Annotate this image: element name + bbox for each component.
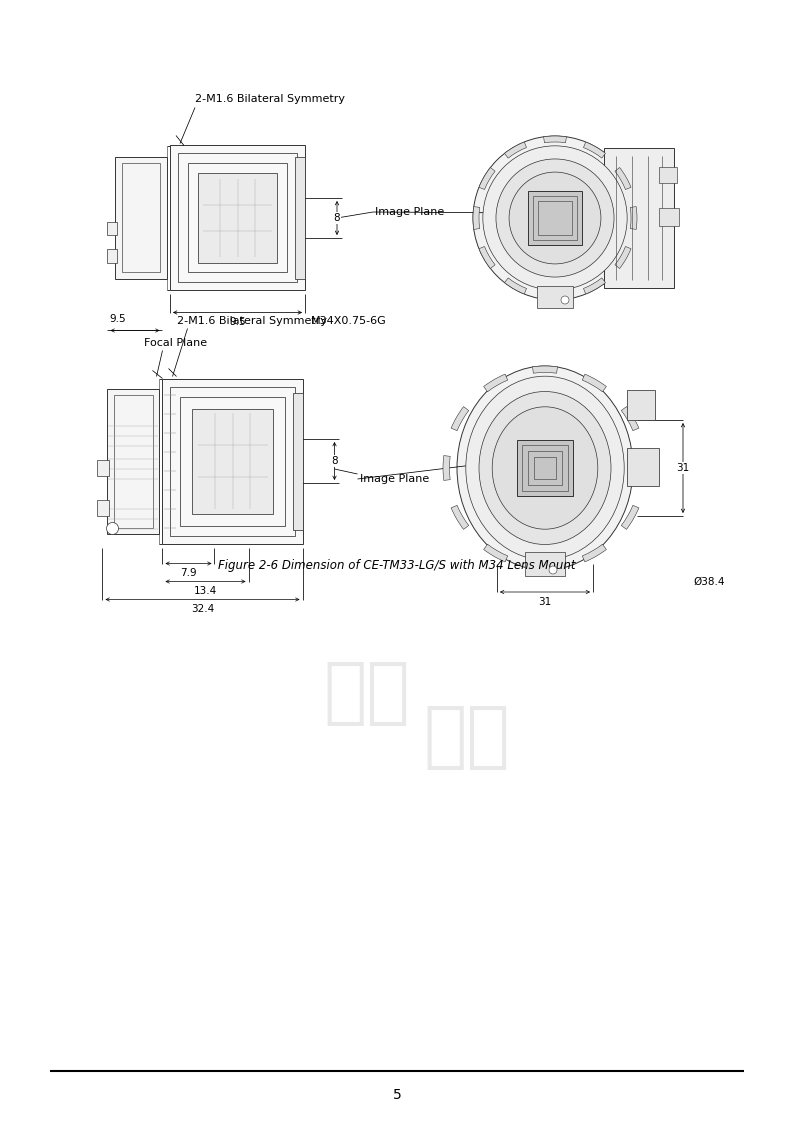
Text: Ø38.4: Ø38.4 bbox=[693, 577, 724, 587]
Bar bbox=[98, 501, 110, 515]
Circle shape bbox=[561, 296, 569, 304]
Wedge shape bbox=[621, 505, 639, 529]
Text: 31: 31 bbox=[676, 463, 690, 473]
Text: 13.4: 13.4 bbox=[194, 585, 217, 595]
Bar bbox=[537, 286, 573, 308]
Bar bbox=[180, 396, 284, 526]
Text: M34X0.75-6G: M34X0.75-6G bbox=[310, 317, 386, 327]
Wedge shape bbox=[544, 136, 566, 143]
Wedge shape bbox=[584, 141, 606, 158]
Circle shape bbox=[473, 136, 637, 300]
Ellipse shape bbox=[492, 407, 598, 529]
Wedge shape bbox=[473, 207, 480, 229]
Wedge shape bbox=[479, 246, 495, 268]
Wedge shape bbox=[504, 141, 526, 158]
Text: 非常: 非常 bbox=[324, 658, 410, 728]
Wedge shape bbox=[533, 563, 557, 570]
Text: Figure 2-6 Dimension of CE-TM33-LG/S with M34 Lens Mount: Figure 2-6 Dimension of CE-TM33-LG/S wit… bbox=[218, 558, 576, 572]
Bar bbox=[517, 440, 573, 496]
Wedge shape bbox=[484, 545, 507, 562]
Wedge shape bbox=[479, 167, 495, 190]
Text: 2-M1.6 Bilateral Symmetry: 2-M1.6 Bilateral Symmetry bbox=[178, 317, 327, 327]
Bar bbox=[198, 173, 277, 263]
Wedge shape bbox=[582, 374, 607, 392]
Bar bbox=[114, 394, 152, 528]
Text: 8: 8 bbox=[333, 213, 341, 223]
Bar bbox=[538, 201, 572, 235]
Text: 易买: 易买 bbox=[424, 703, 511, 773]
Circle shape bbox=[549, 566, 557, 574]
Wedge shape bbox=[504, 277, 526, 294]
Circle shape bbox=[509, 172, 601, 264]
Bar bbox=[525, 553, 565, 576]
Bar bbox=[107, 389, 160, 533]
Wedge shape bbox=[582, 545, 607, 562]
Circle shape bbox=[496, 159, 614, 277]
Text: 31: 31 bbox=[538, 597, 552, 608]
Bar bbox=[170, 146, 305, 291]
Bar bbox=[122, 164, 160, 273]
Circle shape bbox=[106, 522, 118, 535]
Bar bbox=[533, 197, 577, 240]
Bar bbox=[98, 460, 110, 475]
Wedge shape bbox=[451, 407, 468, 431]
Ellipse shape bbox=[479, 392, 611, 545]
Ellipse shape bbox=[457, 366, 633, 570]
Text: 5: 5 bbox=[392, 1088, 402, 1102]
Bar bbox=[295, 157, 305, 279]
Text: 9.5: 9.5 bbox=[110, 313, 126, 323]
Bar bbox=[292, 393, 303, 530]
Wedge shape bbox=[451, 505, 468, 529]
Bar bbox=[627, 390, 655, 420]
Text: 32.4: 32.4 bbox=[191, 603, 214, 613]
Bar bbox=[171, 386, 295, 536]
Bar bbox=[188, 164, 287, 273]
Bar bbox=[534, 457, 556, 480]
Wedge shape bbox=[615, 167, 631, 190]
Bar bbox=[528, 191, 582, 245]
Text: 9.5: 9.5 bbox=[229, 318, 246, 328]
Text: Image Plane: Image Plane bbox=[375, 207, 445, 217]
Text: Focal Plane: Focal Plane bbox=[145, 338, 207, 348]
Bar bbox=[659, 208, 679, 226]
Wedge shape bbox=[630, 207, 637, 229]
Wedge shape bbox=[621, 407, 639, 431]
Wedge shape bbox=[533, 366, 557, 373]
Wedge shape bbox=[640, 456, 647, 481]
Bar bbox=[522, 445, 568, 491]
Bar bbox=[178, 154, 297, 283]
Bar bbox=[528, 451, 562, 485]
Wedge shape bbox=[443, 456, 450, 481]
Circle shape bbox=[483, 146, 627, 290]
Bar bbox=[107, 249, 117, 263]
Bar bbox=[115, 157, 167, 279]
Text: 8: 8 bbox=[331, 456, 337, 466]
Bar bbox=[604, 148, 674, 287]
Bar bbox=[163, 378, 303, 544]
Wedge shape bbox=[544, 293, 566, 300]
Bar bbox=[192, 409, 272, 513]
Ellipse shape bbox=[466, 376, 624, 559]
Text: 7.9: 7.9 bbox=[180, 567, 197, 577]
Bar bbox=[107, 222, 117, 236]
Bar bbox=[627, 448, 659, 486]
Wedge shape bbox=[484, 374, 507, 392]
Wedge shape bbox=[615, 246, 631, 268]
Text: Image Plane: Image Plane bbox=[360, 474, 429, 484]
Bar bbox=[659, 167, 677, 183]
Wedge shape bbox=[584, 277, 606, 294]
Text: 2-M1.6 Bilateral Symmetry: 2-M1.6 Bilateral Symmetry bbox=[195, 93, 345, 103]
